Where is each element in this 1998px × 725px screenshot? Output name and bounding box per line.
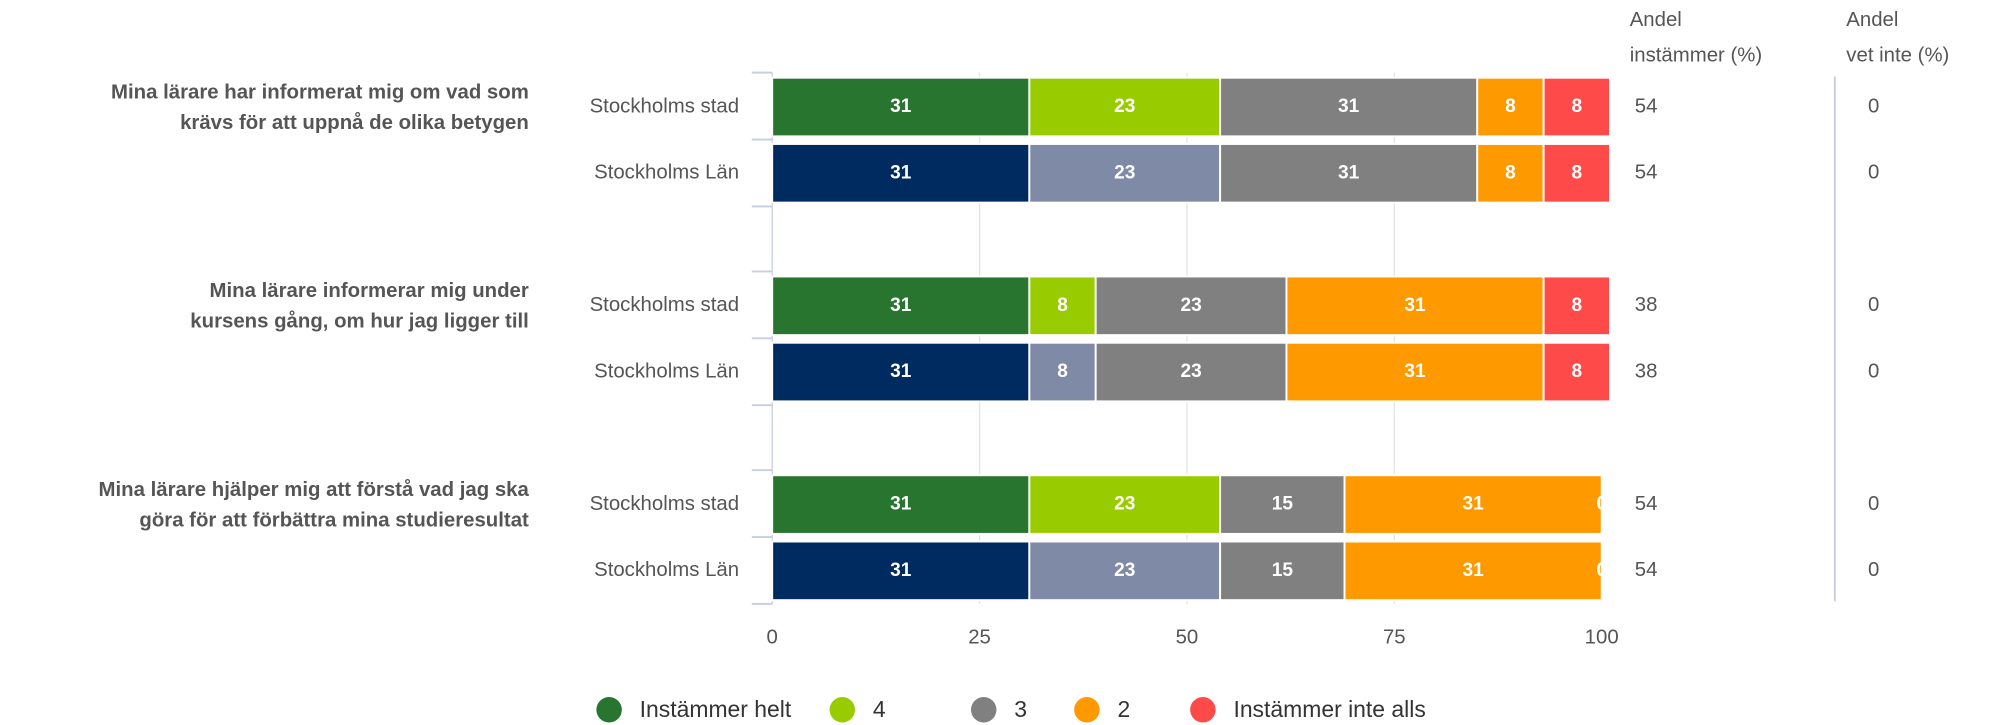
data-label: 8 bbox=[1505, 162, 1516, 183]
column-value: 0 bbox=[1868, 559, 1879, 581]
data-label: 23 bbox=[1180, 295, 1201, 316]
bar-segment bbox=[1542, 76, 1611, 138]
bar-segment bbox=[1028, 275, 1097, 337]
bar-segment bbox=[1028, 341, 1097, 403]
data-label: 31 bbox=[890, 494, 912, 515]
legend-label: Instämmer helt bbox=[640, 696, 792, 722]
row-label: Stockholms stad bbox=[590, 493, 739, 515]
question-label: göra för att förbättra mina studieresult… bbox=[139, 510, 529, 532]
legend-marker bbox=[1074, 696, 1100, 723]
bar-segment bbox=[1094, 341, 1288, 403]
bar-segment bbox=[1094, 275, 1288, 337]
column-header: vet inte (%) bbox=[1846, 44, 1949, 66]
data-label: 31 bbox=[1338, 162, 1360, 183]
data-label: 8 bbox=[1505, 96, 1516, 117]
data-label: 23 bbox=[1180, 361, 1201, 382]
column-value: 0 bbox=[1868, 162, 1879, 184]
legend-marker bbox=[970, 696, 997, 723]
column-value: 54 bbox=[1635, 95, 1658, 117]
bar-segment bbox=[1542, 275, 1611, 337]
legend-marker bbox=[596, 696, 622, 723]
data-label: 0 bbox=[1596, 560, 1607, 581]
data-label: 8 bbox=[1057, 295, 1068, 316]
data-label: 8 bbox=[1057, 361, 1068, 382]
x-tick-label: 25 bbox=[968, 627, 991, 649]
data-label: 31 bbox=[1404, 361, 1426, 382]
bar-segment bbox=[771, 540, 1031, 602]
bar-segment bbox=[1028, 143, 1222, 204]
data-label: 31 bbox=[890, 96, 912, 117]
bar-segment bbox=[771, 275, 1031, 337]
column-value: 0 bbox=[1868, 294, 1879, 316]
column-value: 54 bbox=[1635, 559, 1658, 581]
data-label: 8 bbox=[1571, 162, 1582, 183]
column-value: 0 bbox=[1868, 95, 1879, 117]
column-value: 0 bbox=[1868, 493, 1879, 515]
bar-segment bbox=[1219, 143, 1479, 204]
bar-segment bbox=[1542, 341, 1611, 403]
row-label: Stockholms Län bbox=[594, 559, 739, 581]
data-label: 8 bbox=[1571, 295, 1582, 316]
column-header: Andel bbox=[1846, 9, 1898, 31]
data-label: 31 bbox=[1462, 494, 1484, 515]
column-header: Andel bbox=[1630, 9, 1682, 31]
question-label: Mina lärare informerar mig under bbox=[210, 280, 529, 302]
bar-segment bbox=[771, 341, 1031, 403]
column-value: 38 bbox=[1635, 294, 1658, 316]
bar-segment bbox=[771, 143, 1031, 204]
legend-label: 2 bbox=[1117, 696, 1130, 722]
question-label: Mina lärare har informerat mig om vad so… bbox=[111, 81, 529, 103]
data-label: 8 bbox=[1571, 361, 1582, 382]
row-label: Stockholms Län bbox=[594, 162, 739, 184]
data-label: 31 bbox=[1338, 96, 1360, 117]
bar-segment bbox=[1542, 143, 1611, 204]
data-label: 31 bbox=[890, 560, 912, 581]
column-value: 0 bbox=[1868, 360, 1879, 382]
legend-marker bbox=[1190, 696, 1216, 723]
data-label: 31 bbox=[1462, 560, 1484, 581]
column-header: instämmer (%) bbox=[1630, 44, 1762, 66]
question-label: krävs för att uppnå de olika betygen bbox=[180, 111, 529, 134]
data-label: 15 bbox=[1272, 494, 1294, 515]
row-label: Stockholms stad bbox=[590, 294, 739, 316]
column-value: 54 bbox=[1635, 162, 1658, 184]
question-label: kursens gång, om hur jag ligger till bbox=[190, 310, 529, 333]
row-label: Stockholms Län bbox=[594, 360, 739, 382]
data-label: 31 bbox=[890, 162, 912, 183]
data-label: 8 bbox=[1571, 96, 1582, 117]
data-label: 15 bbox=[1272, 560, 1294, 581]
column-value: 54 bbox=[1635, 493, 1658, 515]
x-tick-label: 100 bbox=[1585, 627, 1619, 649]
column-value: 38 bbox=[1635, 360, 1658, 382]
bar-segment bbox=[1343, 540, 1603, 602]
data-label: 23 bbox=[1114, 560, 1135, 581]
bar-segment bbox=[1219, 76, 1479, 138]
bar-segment bbox=[1028, 540, 1222, 602]
legend-marker bbox=[829, 696, 856, 723]
legend-label: Instämmer inte alls bbox=[1233, 696, 1425, 722]
data-label: 31 bbox=[1404, 295, 1426, 316]
x-tick-label: 75 bbox=[1383, 627, 1406, 649]
legend-label: 4 bbox=[873, 696, 886, 722]
bar-segment bbox=[1285, 275, 1545, 337]
x-tick-label: 50 bbox=[1176, 627, 1199, 649]
row-label: Stockholms stad bbox=[590, 95, 739, 117]
x-tick-label: 0 bbox=[767, 627, 778, 649]
question-label: Mina lärare hjälper mig att förstå vad j… bbox=[99, 478, 530, 501]
data-label: 23 bbox=[1114, 494, 1135, 515]
data-label: 23 bbox=[1114, 162, 1135, 183]
bar-segment bbox=[1219, 474, 1346, 535]
bar-segment bbox=[1343, 474, 1603, 535]
data-label: 31 bbox=[890, 295, 912, 316]
data-label: 23 bbox=[1114, 96, 1135, 117]
legend-label: 3 bbox=[1014, 696, 1027, 722]
data-label: 31 bbox=[890, 361, 912, 382]
bar-segment bbox=[771, 474, 1031, 535]
bar-segment bbox=[1219, 540, 1346, 602]
data-label: 0 bbox=[1596, 494, 1607, 515]
